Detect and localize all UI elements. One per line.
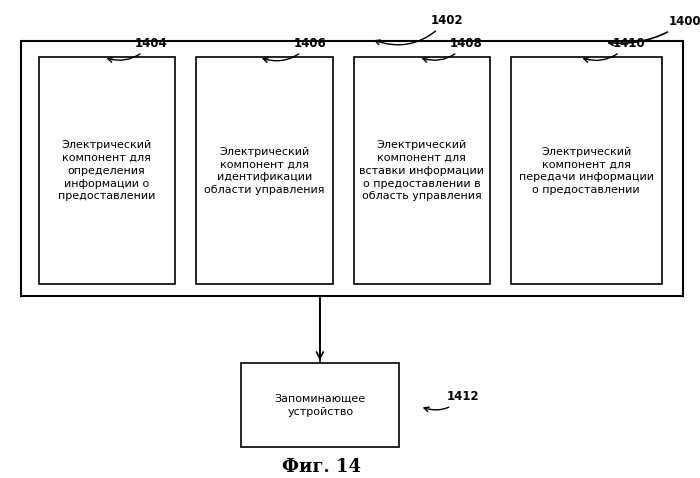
Text: Электрический
компонент для
определения
информации о
предоставлении: Электрический компонент для определения … — [58, 140, 155, 202]
Bar — [38, 57, 175, 284]
Text: 1400: 1400 — [609, 15, 700, 45]
Text: Электрический
компонент для
передачи информации
о предоставлении: Электрический компонент для передачи инф… — [519, 147, 654, 195]
Bar — [511, 57, 662, 284]
Text: 1402: 1402 — [375, 13, 463, 45]
Bar — [241, 363, 399, 447]
Text: Запоминающее
устройство: Запоминающее устройство — [274, 394, 366, 416]
Text: 1406: 1406 — [263, 36, 327, 62]
Text: Электрический
компонент для
вставки информации
о предоставлении в
область управл: Электрический компонент для вставки инфо… — [359, 140, 484, 202]
Text: Фиг. 14: Фиг. 14 — [283, 457, 361, 476]
Text: 1404: 1404 — [108, 36, 168, 62]
Text: 1408: 1408 — [423, 36, 483, 62]
Text: 1412: 1412 — [424, 390, 480, 412]
Bar — [354, 57, 490, 284]
Bar — [21, 41, 682, 296]
Text: Электрический
компонент для
идентификации
области управления: Электрический компонент для идентификаци… — [204, 147, 325, 195]
Bar — [196, 57, 332, 284]
Text: 1410: 1410 — [584, 36, 645, 62]
